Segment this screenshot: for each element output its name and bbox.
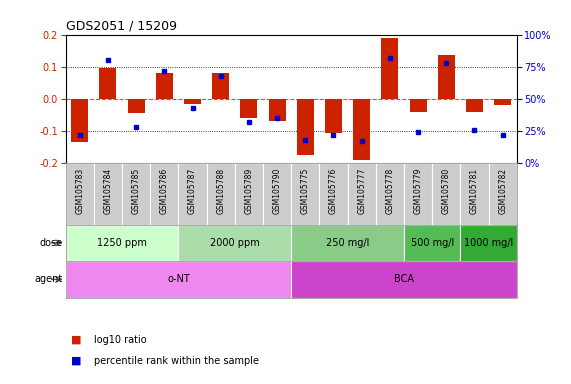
Text: dose: dose: [40, 238, 63, 248]
Bar: [66, 261, 291, 298]
Bar: [494, 99, 511, 105]
Bar: [291, 261, 517, 298]
Text: GSM105789: GSM105789: [244, 168, 254, 214]
Bar: [156, 73, 173, 99]
Text: GSM105786: GSM105786: [160, 168, 169, 214]
Text: GSM105781: GSM105781: [470, 168, 479, 214]
Text: GSM105775: GSM105775: [301, 168, 310, 215]
Text: GSM105787: GSM105787: [188, 168, 197, 214]
Bar: [128, 99, 144, 113]
Bar: [319, 163, 348, 225]
Bar: [66, 225, 178, 261]
Text: agent: agent: [35, 274, 63, 285]
Text: BCA: BCA: [394, 274, 414, 285]
Bar: [348, 163, 376, 225]
Text: percentile rank within the sample: percentile rank within the sample: [94, 356, 259, 366]
Bar: [150, 163, 178, 225]
Text: GSM105777: GSM105777: [357, 168, 366, 215]
Text: 1000 mg/l: 1000 mg/l: [464, 238, 513, 248]
Text: GSM105778: GSM105778: [385, 168, 395, 214]
Bar: [207, 163, 235, 225]
Bar: [212, 73, 229, 99]
Text: log10 ratio: log10 ratio: [94, 335, 147, 345]
Bar: [99, 68, 116, 99]
Bar: [291, 225, 404, 261]
Text: GSM105776: GSM105776: [329, 168, 338, 215]
Text: ■: ■: [71, 356, 82, 366]
Bar: [297, 99, 314, 155]
Text: ■: ■: [71, 335, 82, 345]
Bar: [376, 163, 404, 225]
Text: GSM105783: GSM105783: [75, 168, 85, 214]
Text: o-NT: o-NT: [167, 274, 190, 285]
Bar: [269, 99, 286, 121]
Text: GSM105782: GSM105782: [498, 168, 507, 214]
Bar: [178, 163, 207, 225]
Bar: [263, 163, 291, 225]
Bar: [184, 99, 201, 104]
Bar: [71, 99, 89, 142]
Bar: [94, 163, 122, 225]
Bar: [404, 163, 432, 225]
Bar: [353, 99, 370, 160]
Bar: [432, 163, 460, 225]
Bar: [235, 163, 263, 225]
Bar: [325, 99, 342, 132]
Text: GSM105788: GSM105788: [216, 168, 225, 214]
Bar: [122, 163, 150, 225]
Text: GSM105785: GSM105785: [132, 168, 140, 214]
Bar: [489, 163, 517, 225]
Text: 250 mg/l: 250 mg/l: [326, 238, 369, 248]
Text: GSM105790: GSM105790: [272, 168, 282, 215]
Bar: [466, 99, 483, 112]
Bar: [460, 163, 489, 225]
Bar: [66, 163, 94, 225]
Text: 1250 ppm: 1250 ppm: [97, 238, 147, 248]
Bar: [240, 99, 258, 118]
Text: GSM105779: GSM105779: [413, 168, 423, 215]
Text: GSM105780: GSM105780: [442, 168, 451, 214]
Text: 500 mg/l: 500 mg/l: [411, 238, 454, 248]
Bar: [381, 38, 399, 99]
Bar: [404, 225, 460, 261]
Bar: [178, 225, 291, 261]
Bar: [409, 99, 427, 112]
Bar: [438, 55, 455, 99]
Bar: [291, 163, 319, 225]
Text: GDS2051 / 15209: GDS2051 / 15209: [66, 19, 176, 32]
Text: 2000 ppm: 2000 ppm: [210, 238, 260, 248]
Bar: [460, 225, 517, 261]
Text: GSM105784: GSM105784: [103, 168, 112, 214]
